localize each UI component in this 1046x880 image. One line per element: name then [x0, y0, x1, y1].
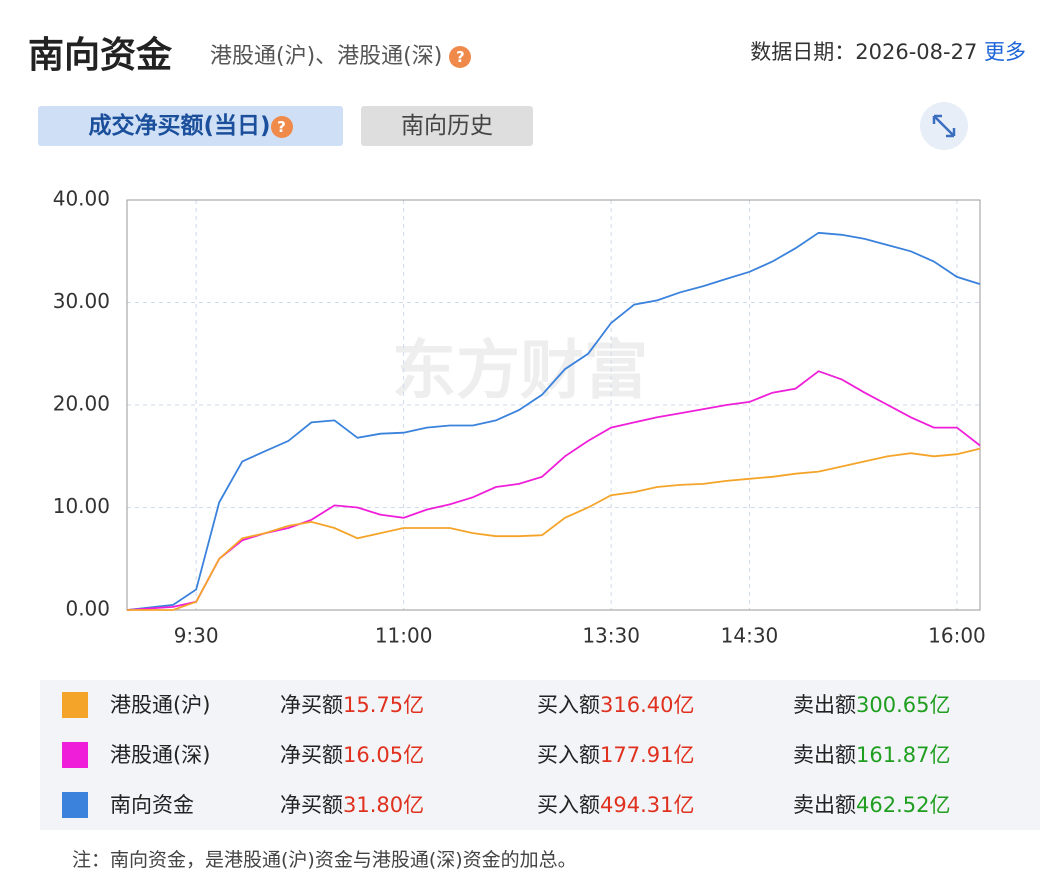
legend-name: 港股通(沪)	[110, 693, 211, 717]
legend-name: 港股通(深)	[110, 743, 211, 767]
summary-cell: 卖出额300.65亿	[793, 680, 950, 730]
series-line	[126, 231, 981, 611]
summary-cell: 净买额16.05亿	[280, 730, 424, 780]
summary-label: 净买额	[280, 693, 343, 717]
y-tick-label: 10.00	[53, 494, 110, 518]
summary-label: 买入额	[537, 793, 600, 817]
y-tick-label: 20.00	[53, 392, 110, 416]
summary-label: 净买额	[280, 793, 343, 817]
summary-cell: 净买额15.75亿	[280, 680, 424, 730]
date-label: 数据日期：	[750, 40, 856, 64]
summary-label: 买入额	[537, 743, 600, 767]
summary-value: 462.52亿	[856, 793, 951, 817]
summary-cell: 净买额31.80亿	[280, 780, 424, 830]
date-value: 2026-08-27	[855, 40, 978, 64]
chart: 东方财富 0.00 10.00 20.00 30.00 40.00 9:30 11:00 13:…	[53, 187, 986, 648]
tab-label: 成交净买额(当日)	[88, 113, 271, 139]
summary-cell: 卖出额462.52亿	[793, 780, 950, 830]
x-tick-label: 11:00	[375, 624, 433, 648]
subtitle-text: 港股通(沪)、港股通(深)	[210, 44, 443, 69]
summary-value: 15.75亿	[343, 693, 425, 717]
expand-button[interactable]	[920, 102, 968, 150]
legend-swatch	[62, 792, 88, 818]
summary-label: 买入额	[537, 693, 600, 717]
tab[interactable]: 南向历史	[361, 106, 533, 146]
y-tick-label: 0.00	[65, 597, 110, 621]
legend-table: 港股通(沪) 净买额15.75亿 买入额316.40亿 卖出额300.65亿 港股通(深…	[40, 680, 1040, 830]
subtitle: 港股通(沪)、港股通(深) ?	[210, 38, 472, 70]
summary-label: 卖出额	[793, 743, 856, 767]
summary-value: 494.31亿	[600, 793, 695, 817]
help-icon[interactable]: ?	[270, 115, 293, 138]
plot-frame	[126, 199, 981, 611]
summary-value: 316.40亿	[600, 693, 695, 717]
summary-value: 300.65亿	[856, 693, 951, 717]
x-tick-label: 14:30	[721, 624, 779, 648]
summary-value: 161.87亿	[856, 743, 951, 767]
legend-row: 港股通(深) 净买额16.05亿 买入额177.91亿 卖出额161.87亿	[40, 730, 1040, 780]
summary-cell: 卖出额161.87亿	[793, 730, 950, 780]
summary-label: 净买额	[280, 743, 343, 767]
legend-name: 南向资金	[110, 793, 194, 817]
x-tick-label: 13:30	[582, 624, 640, 648]
note: 注：南向资金，是港股通(沪)资金与港股通(深)资金的加总。	[72, 849, 577, 871]
y-tick-label: 30.00	[53, 289, 110, 313]
title: 南向资金	[28, 35, 173, 76]
summary-label: 卖出额	[793, 793, 856, 817]
summary-value: 177.91亿	[600, 743, 695, 767]
legend-swatch	[62, 742, 88, 768]
summary-cell: 买入额494.31亿	[537, 780, 694, 830]
x-tick-label: 16:00	[928, 624, 986, 648]
summary-value: 31.80亿	[343, 793, 425, 817]
legend-swatch	[62, 692, 88, 718]
watermark: 东方财富	[392, 335, 648, 409]
legend-row: 港股通(沪) 净买额15.75亿 买入额316.40亿 卖出额300.65亿	[40, 680, 1040, 730]
help-icon[interactable]: ?	[449, 46, 472, 68]
summary-value: 16.05亿	[343, 743, 425, 767]
summary-label: 卖出额	[793, 693, 856, 717]
y-tick-label: 40.00	[53, 187, 110, 211]
x-tick-label: 9:30	[174, 624, 219, 648]
legend-row: 南向资金 净买额31.80亿 买入额494.31亿 卖出额462.52亿	[40, 780, 1040, 830]
series-line	[127, 447, 981, 611]
date: 数据日期：2026-08-27 更多	[750, 36, 1026, 66]
summary-cell: 买入额316.40亿	[537, 680, 694, 730]
summary-cell: 买入额177.91亿	[537, 730, 694, 780]
more-link[interactable]: 更多	[984, 40, 1026, 64]
tab-active[interactable]: 成交净买额(当日)?	[38, 106, 343, 146]
series-line	[126, 370, 981, 611]
